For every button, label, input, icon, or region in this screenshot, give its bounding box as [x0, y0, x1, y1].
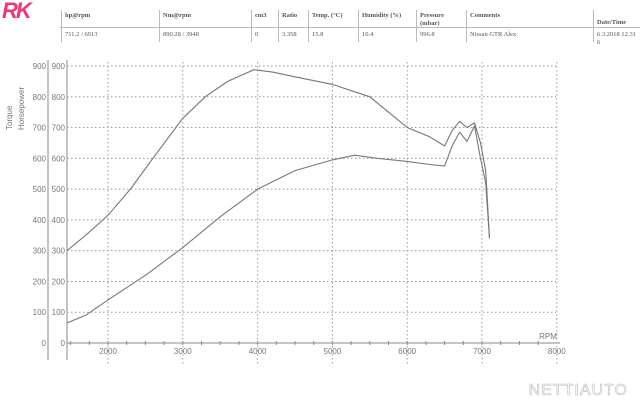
x-tick-label: 2000 — [99, 347, 117, 356]
header-column-divider — [416, 10, 417, 42]
hp-tick-label: 300 — [52, 247, 66, 256]
torque-tick-label: 700 — [33, 124, 47, 133]
header-column-divider — [251, 10, 252, 42]
x-tick-label: 8000 — [548, 347, 566, 356]
torque-tick-label: 100 — [33, 308, 47, 317]
header-label: Humidity (%) — [362, 12, 402, 19]
header-label: hp@rpm — [65, 12, 91, 19]
header-value: 711.2 / 6913 — [65, 31, 98, 38]
header-label: Pressure (mbar) — [420, 12, 444, 27]
header-value: 3.358 — [282, 31, 297, 38]
torque-tick-label: 500 — [33, 185, 47, 194]
torque-curve — [66, 69, 491, 252]
torque-tick-label: 800 — [33, 93, 47, 102]
header-column-divider — [308, 10, 309, 42]
header-column-divider — [61, 10, 62, 42]
x-tick-label: 7000 — [473, 347, 491, 356]
hp-tick-label: 200 — [52, 277, 66, 286]
header-label: Comments — [470, 12, 500, 19]
header-column-divider — [278, 10, 279, 42]
header-column-divider — [358, 10, 359, 42]
header-column-divider — [466, 10, 467, 42]
watermark: NETTIAUTO — [528, 382, 628, 400]
x-axis-label: RPM — [539, 332, 557, 341]
hp-tick-label: 800 — [52, 93, 66, 102]
x-tick-label: 5000 — [324, 347, 342, 356]
header-label: Temp. (°C) — [312, 12, 343, 19]
header-column-divider — [159, 10, 160, 42]
x-tick-label: 6000 — [398, 347, 416, 356]
header-value: 6.3.2018 12.31 6 — [597, 31, 636, 46]
header-value: 15.8 — [312, 31, 324, 38]
torque-tick-label: 300 — [33, 247, 47, 256]
header-value: 0 — [255, 31, 259, 38]
torque-axis-label: Torque — [5, 105, 14, 130]
torque-tick-label: 400 — [33, 216, 47, 225]
header-value: 10.4 — [362, 31, 374, 38]
hp-tick-label: 500 — [52, 185, 66, 194]
x-tick-label: 4000 — [249, 347, 267, 356]
header-value: Nissan GTR Alex — [470, 31, 517, 38]
header-column-divider — [593, 10, 594, 42]
rk-logo: RK — [2, 0, 32, 23]
hp-tick-label: 100 — [52, 308, 66, 317]
hp-tick-label: 600 — [52, 154, 66, 163]
header-label: cm3 — [255, 12, 267, 19]
header-value: 890.28 / 3948 — [163, 31, 199, 38]
x-tick-label: 3000 — [174, 347, 192, 356]
header-divider — [60, 27, 640, 28]
hp-axis-label: Horsepower — [17, 87, 26, 130]
torque-tick-label: 600 — [33, 154, 47, 163]
hp-tick-label: 400 — [52, 216, 66, 225]
hp-tick-label: 900 — [52, 62, 66, 71]
torque-tick-label: 200 — [33, 277, 47, 286]
torque-tick-label: 0 — [42, 339, 47, 348]
header-label: Date/Time — [597, 19, 627, 26]
header-label: Nm@rpm — [163, 12, 192, 19]
horsepower-curve — [66, 124, 491, 324]
header-label: Ratio — [282, 12, 298, 19]
torque-tick-label: 900 — [33, 62, 47, 71]
header-value: 996.8 — [420, 31, 435, 38]
hp-tick-label: 0 — [61, 339, 66, 348]
hp-tick-label: 700 — [52, 124, 66, 133]
